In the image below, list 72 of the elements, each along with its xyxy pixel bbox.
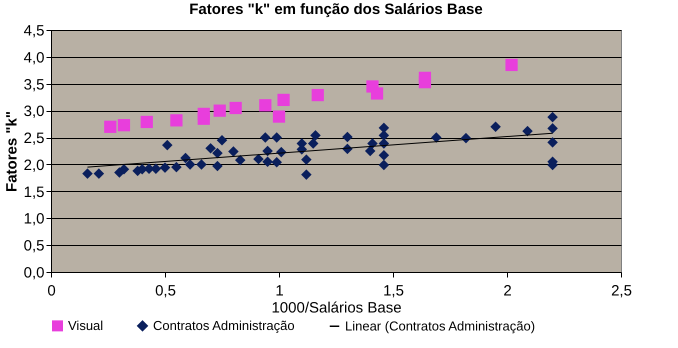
point	[547, 112, 558, 122]
point	[212, 148, 223, 158]
point	[170, 114, 183, 126]
x-tick-label: 2,5	[611, 282, 632, 300]
x-tick-label: 1	[275, 282, 284, 300]
point	[277, 94, 290, 106]
point	[301, 154, 312, 165]
point	[230, 102, 242, 114]
y-tick-label: 3,5	[24, 76, 44, 94]
y-tick-label: 0,5	[24, 238, 44, 255]
point	[342, 132, 353, 142]
y-tick-label: 3,0	[24, 103, 44, 120]
x-tick-label: 0,5	[155, 282, 176, 300]
point	[272, 110, 286, 123]
point	[364, 146, 376, 156]
point	[216, 135, 228, 146]
point	[271, 157, 282, 168]
point	[118, 119, 130, 132]
y-tick-label: 1,5	[24, 184, 44, 201]
x-tick-label: 1,5	[383, 282, 404, 300]
point	[198, 108, 210, 120]
point	[308, 138, 318, 149]
point	[94, 168, 104, 179]
point	[214, 104, 226, 117]
y-tick-label: 4,5	[24, 22, 44, 40]
y-axis-title: Fatores "k"	[4, 111, 21, 192]
point	[171, 162, 182, 172]
point	[262, 156, 273, 167]
x-axis-title: 1000/Salários Base	[271, 300, 402, 316]
x-tick-label: 2	[503, 282, 512, 300]
legend-label: Contratos Administração	[153, 318, 295, 333]
point	[253, 154, 264, 164]
y-tick-label: 2,5	[24, 130, 44, 148]
point	[310, 130, 321, 141]
point	[162, 140, 173, 150]
point	[104, 120, 116, 133]
point	[431, 132, 442, 143]
x-tick-label: 0	[47, 282, 56, 300]
point	[378, 160, 390, 170]
point	[370, 87, 384, 100]
chart-title: Fatores "k" em função dos Salários Base	[189, 1, 483, 18]
point	[490, 122, 501, 132]
point	[301, 169, 312, 180]
point	[118, 164, 130, 175]
point	[205, 143, 216, 154]
point	[160, 162, 170, 173]
point	[547, 123, 558, 134]
point	[140, 116, 153, 128]
point	[418, 76, 432, 88]
point	[196, 159, 207, 170]
point	[271, 132, 282, 143]
point	[522, 126, 533, 136]
legend-label: Linear (Contratos Administração)	[345, 318, 536, 334]
y-tick-label: 2,0	[24, 156, 44, 174]
point	[260, 132, 271, 143]
point	[547, 137, 558, 148]
point	[82, 168, 93, 179]
point	[262, 146, 273, 156]
point	[378, 150, 390, 161]
y-tick-label: 1,0	[24, 210, 44, 228]
point	[228, 146, 239, 157]
point	[505, 58, 518, 72]
legend-label: Visual	[68, 318, 104, 333]
y-tick-label: 0,0	[24, 264, 44, 282]
point	[312, 88, 324, 102]
point	[184, 159, 196, 170]
point	[259, 99, 272, 112]
y-tick-label: 4,0	[24, 49, 44, 66]
point	[234, 154, 246, 166]
point	[212, 160, 223, 172]
point	[367, 138, 378, 149]
point	[378, 130, 390, 141]
